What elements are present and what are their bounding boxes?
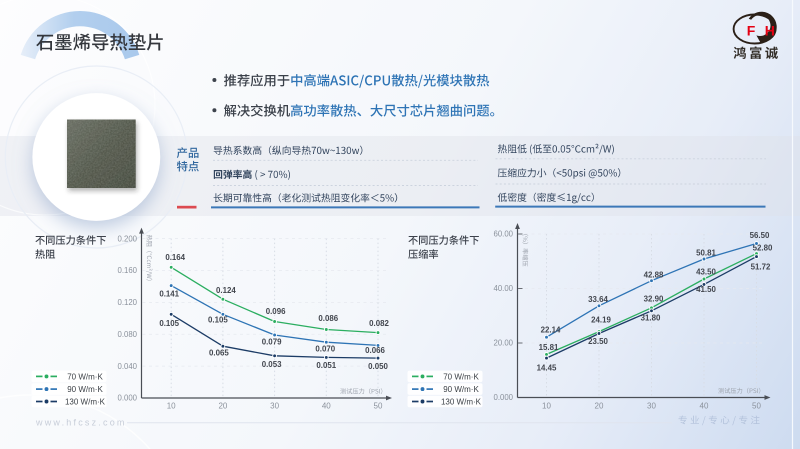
svg-text:30: 30 — [647, 402, 656, 411]
svg-text:52.80: 52.80 — [753, 244, 773, 253]
svg-text:130 W/m·K: 130 W/m·K — [441, 397, 482, 406]
svg-text:0.051: 0.051 — [316, 361, 336, 370]
svg-text:0.200: 0.200 — [117, 234, 137, 243]
svg-text:0.040: 0.040 — [117, 362, 137, 371]
svg-text:20: 20 — [595, 402, 604, 411]
svg-text:0.120: 0.120 — [117, 298, 137, 307]
svg-text:40: 40 — [700, 402, 709, 411]
svg-text:56.50: 56.50 — [750, 231, 770, 240]
svg-text:20: 20 — [218, 402, 227, 411]
svg-text:31.80: 31.80 — [641, 313, 661, 322]
svg-text:24.19: 24.19 — [591, 316, 611, 325]
svg-text:90 W/m·K: 90 W/m·K — [67, 385, 103, 394]
svg-text:0.164: 0.164 — [165, 253, 185, 262]
svg-text:0.080: 0.080 — [117, 330, 137, 339]
svg-text:22.14: 22.14 — [541, 326, 561, 335]
svg-text:20.00: 20.00 — [493, 339, 513, 348]
svg-text:0.079: 0.079 — [262, 338, 282, 347]
svg-text:0.105: 0.105 — [208, 315, 228, 324]
svg-text:51.72: 51.72 — [751, 263, 771, 272]
svg-text:32.90: 32.90 — [644, 294, 664, 303]
svg-text:www.hfcsz.com: www.hfcsz.com — [35, 418, 127, 428]
svg-text:10: 10 — [542, 402, 551, 411]
svg-text:0.066: 0.066 — [365, 346, 385, 355]
svg-text:0.000: 0.000 — [117, 394, 137, 403]
svg-text:H: H — [765, 23, 775, 39]
svg-text:33.64: 33.64 — [588, 295, 608, 304]
svg-text:50.81: 50.81 — [696, 249, 716, 258]
svg-text:130 W/m·K: 130 W/m·K — [65, 397, 106, 406]
svg-text:41.50: 41.50 — [696, 285, 716, 294]
svg-text:0.096: 0.096 — [266, 307, 286, 316]
svg-text:0.000: 0.000 — [493, 393, 513, 402]
svg-text:43.50: 43.50 — [696, 267, 716, 276]
svg-text:90 W/m·K: 90 W/m·K — [443, 385, 479, 394]
svg-text:F: F — [747, 23, 756, 39]
svg-text:0.053: 0.053 — [262, 360, 282, 369]
svg-text:23.50: 23.50 — [588, 337, 608, 346]
svg-text:0.070: 0.070 — [315, 345, 335, 354]
svg-text:0.065: 0.065 — [209, 349, 229, 358]
svg-text:60.00: 60.00 — [493, 230, 513, 239]
svg-text:0.082: 0.082 — [369, 319, 389, 328]
svg-text:40.00: 40.00 — [493, 284, 513, 293]
svg-text:42.88: 42.88 — [644, 271, 664, 280]
svg-text:0.160: 0.160 — [117, 266, 137, 275]
svg-text:70 W/m·K: 70 W/m·K — [67, 372, 103, 381]
svg-text:0.124: 0.124 — [216, 286, 236, 295]
svg-text:14.45: 14.45 — [537, 364, 557, 373]
svg-text:0.141: 0.141 — [159, 290, 179, 299]
svg-text:50: 50 — [752, 402, 761, 411]
svg-text:0.105: 0.105 — [159, 319, 179, 328]
svg-text:40: 40 — [322, 402, 331, 411]
svg-text:30: 30 — [270, 402, 279, 411]
svg-text:0.050: 0.050 — [368, 362, 388, 371]
svg-text:50: 50 — [374, 402, 383, 411]
svg-text:0.086: 0.086 — [318, 314, 338, 323]
svg-text:10: 10 — [167, 402, 176, 411]
svg-text:15.81: 15.81 — [539, 343, 559, 352]
svg-text:70 W/m·K: 70 W/m·K — [443, 372, 479, 381]
